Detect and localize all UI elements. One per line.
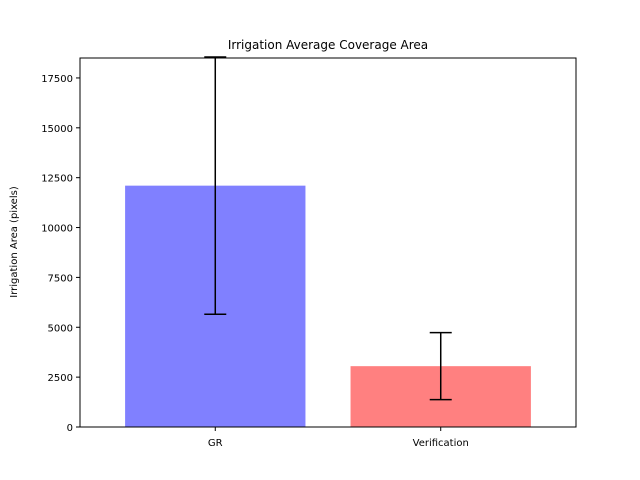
y-tick-label-17500: 17500 (41, 74, 73, 85)
x-axis: GR Verification (208, 427, 469, 449)
y-tick-label-10000: 10000 (41, 224, 73, 235)
chart-title: Irrigation Average Coverage Area (228, 38, 428, 52)
y-tick-label-12500: 12500 (41, 174, 73, 185)
bars-group (125, 185, 531, 427)
y-tick-label-15000: 15000 (41, 124, 73, 135)
y-tick-label-2500: 2500 (48, 373, 73, 384)
x-tick-label-gr: GR (208, 438, 223, 449)
error-bars-group (204, 56, 452, 401)
y-axis-label: Irrigation Area (pixels) (9, 186, 20, 298)
y-tick-label-0: 0 (67, 423, 73, 434)
y-tick-label-7500: 7500 (48, 273, 73, 284)
y-axis: 0 2500 5000 7500 10000 12500 15000 17500 (41, 74, 80, 434)
x-tick-label-verification: Verification (413, 438, 469, 449)
plot-frame (79, 57, 577, 428)
y-tick-label-5000: 5000 (48, 323, 73, 334)
